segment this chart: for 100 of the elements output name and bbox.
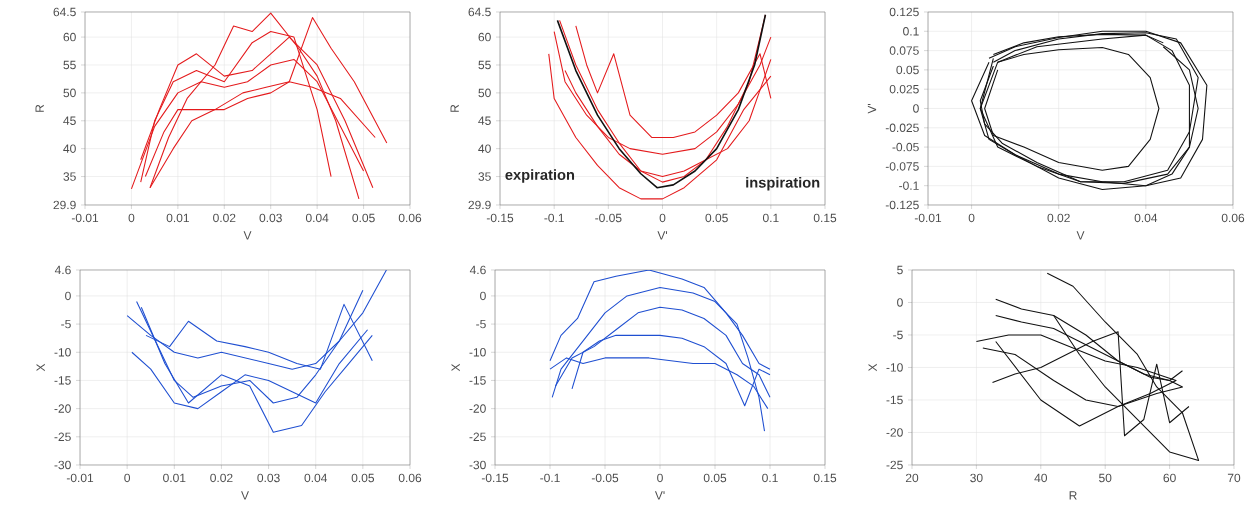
x-tick-label: 0.05 bbox=[351, 473, 375, 483]
y-tick-label: -5 bbox=[61, 319, 71, 329]
x-tick-label: 0 bbox=[128, 213, 135, 223]
y-tick-label: -10 bbox=[54, 348, 71, 357]
y-tick-label: -25 bbox=[469, 432, 486, 442]
y-tick-label: 45 bbox=[478, 116, 491, 125]
y-tick-label: -0.125 bbox=[885, 200, 919, 210]
y-tick-label: -15 bbox=[469, 376, 486, 385]
y-tick-label: -10 bbox=[886, 363, 903, 372]
y-tick-label: 0.075 bbox=[889, 46, 919, 55]
x-tick-label: -0.15 bbox=[486, 213, 514, 223]
x-tick-label: -0.05 bbox=[591, 473, 619, 483]
x-tick-label: 0.06 bbox=[398, 213, 422, 223]
y-tick-label: -30 bbox=[54, 460, 71, 470]
x-tick-label: 40 bbox=[1034, 473, 1048, 483]
annotation: inspiration bbox=[746, 176, 820, 191]
y-tick-label: -15 bbox=[54, 376, 71, 385]
x-tick-label: -0.15 bbox=[481, 473, 509, 483]
y-tick-label: 0.1 bbox=[903, 27, 919, 36]
x-tick-label: 0.03 bbox=[259, 213, 282, 223]
y-tick-label: 29.9 bbox=[53, 200, 76, 210]
x-axis-title: V bbox=[241, 491, 249, 500]
x-tick-label: 0.15 bbox=[813, 473, 837, 483]
x-tick-label: -0.1 bbox=[544, 213, 564, 223]
x-tick-label: 0.02 bbox=[213, 213, 236, 223]
y-axis-title: X bbox=[451, 363, 460, 372]
y-tick-label: -30 bbox=[469, 460, 486, 470]
x-tick-label: 0.04 bbox=[305, 213, 329, 223]
x-tick-label: 0 bbox=[124, 473, 131, 483]
y-tick-label: -15 bbox=[886, 395, 903, 405]
y-tick-label: -25 bbox=[886, 460, 903, 470]
x-tick-label: 0.02 bbox=[1047, 213, 1070, 223]
y-tick-label: 40 bbox=[478, 144, 491, 153]
y-tick-label: 29.9 bbox=[468, 200, 491, 210]
y-tick-label: -25 bbox=[54, 432, 71, 442]
y-tick-label: 64.5 bbox=[468, 7, 491, 17]
x-tick-label: 0.05 bbox=[705, 213, 728, 223]
y-axis-title: R bbox=[450, 104, 459, 112]
y-tick-label: 55 bbox=[63, 60, 76, 70]
y-tick-label: 50 bbox=[478, 88, 491, 98]
x-tick-label: -0.01 bbox=[66, 473, 94, 483]
x-tick-label: 0.06 bbox=[398, 473, 422, 483]
x-tick-label: 30 bbox=[970, 473, 983, 483]
x-tick-label: 60 bbox=[1163, 473, 1176, 483]
x-axis-title: V' bbox=[657, 231, 668, 240]
y-tick-label: 35 bbox=[63, 172, 76, 181]
y-tick-label: 60 bbox=[63, 32, 76, 42]
x-tick-label: 0.01 bbox=[166, 213, 189, 223]
x-tick-label: 0.1 bbox=[762, 213, 779, 223]
annotation: expiration bbox=[505, 169, 575, 183]
x-tick-label: 50 bbox=[1099, 473, 1112, 483]
x-tick-label: -0.01 bbox=[71, 213, 99, 223]
y-tick-label: -0.05 bbox=[892, 142, 919, 152]
y-tick-label: 0 bbox=[913, 104, 919, 113]
y-tick-label: 0.025 bbox=[889, 84, 919, 94]
y-tick-label: 0.05 bbox=[896, 65, 919, 75]
y-tick-label: 4.6 bbox=[469, 265, 486, 275]
y-tick-label: 0 bbox=[897, 298, 903, 307]
x-tick-label: 0 bbox=[968, 213, 975, 223]
x-tick-label: 0.15 bbox=[813, 213, 837, 223]
x-tick-label: -0.01 bbox=[914, 213, 942, 223]
y-tick-label: 5 bbox=[897, 265, 903, 275]
y-tick-label: -20 bbox=[469, 404, 486, 413]
y-tick-label: -20 bbox=[54, 404, 71, 413]
y-tick-label: 55 bbox=[478, 60, 491, 70]
y-axis-title: X bbox=[36, 363, 45, 372]
x-tick-label: 0.05 bbox=[703, 473, 727, 483]
y-tick-label: 45 bbox=[63, 116, 76, 125]
y-tick-label: -5 bbox=[893, 330, 903, 340]
x-tick-label: 0.02 bbox=[210, 473, 233, 483]
y-tick-label: 50 bbox=[63, 88, 76, 98]
x-tick-label: 0.1 bbox=[762, 473, 778, 483]
y-tick-label: 0.125 bbox=[889, 7, 919, 17]
x-tick-label: 0 bbox=[659, 213, 666, 223]
x-axis-title: V bbox=[243, 231, 252, 240]
y-tick-label: -10 bbox=[469, 348, 486, 357]
x-axis-title: R bbox=[1069, 491, 1077, 500]
x-tick-label: 0.01 bbox=[163, 473, 186, 483]
x-tick-label: 0 bbox=[657, 473, 663, 483]
y-tick-label: 35 bbox=[478, 172, 491, 181]
y-axis-title: R bbox=[35, 104, 44, 112]
x-tick-label: 0.04 bbox=[304, 473, 328, 483]
y-tick-label: 0 bbox=[65, 291, 71, 301]
y-tick-label: 0 bbox=[480, 291, 486, 301]
y-tick-label: 40 bbox=[63, 144, 76, 153]
y-tick-label: -0.025 bbox=[885, 123, 919, 133]
y-tick-label: 4.6 bbox=[54, 265, 71, 275]
y-tick-label: 60 bbox=[478, 32, 491, 42]
x-axis-title: V' bbox=[654, 491, 665, 500]
x-tick-label: 0.05 bbox=[352, 213, 375, 223]
y-tick-label: -5 bbox=[476, 319, 486, 329]
x-tick-label: -0.1 bbox=[540, 473, 560, 483]
y-tick-label: 64.5 bbox=[53, 7, 76, 17]
x-tick-label: 0.06 bbox=[1221, 213, 1245, 223]
y-tick-label: -0.075 bbox=[885, 162, 919, 171]
x-tick-label: 0.03 bbox=[257, 473, 280, 483]
y-tick-label: -0.1 bbox=[899, 181, 919, 190]
y-axis-title: X bbox=[868, 363, 877, 372]
x-axis-title: V bbox=[1076, 231, 1085, 240]
x-tick-label: -0.05 bbox=[595, 213, 622, 223]
